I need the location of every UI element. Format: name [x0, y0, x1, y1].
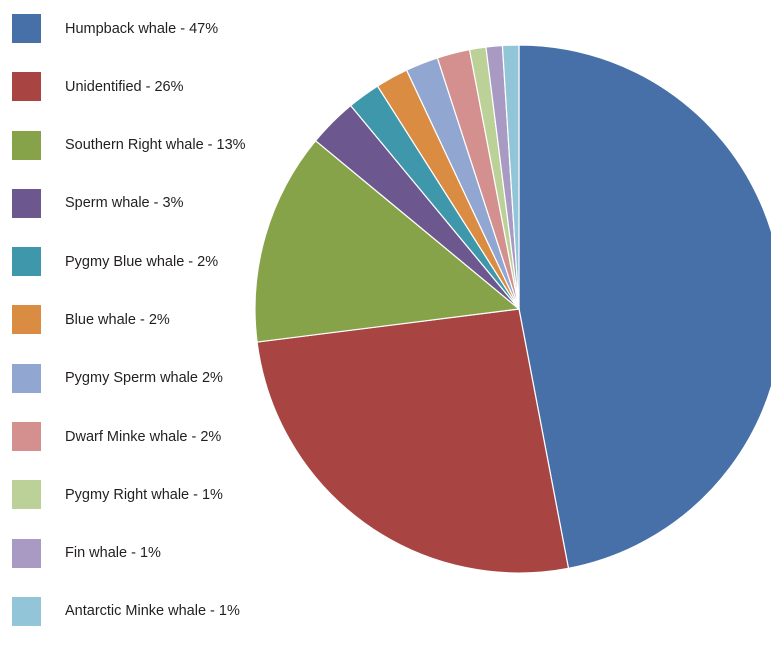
legend-label: Antarctic Minke whale - 1%	[65, 603, 240, 620]
legend-swatch	[12, 363, 41, 393]
legend-swatch	[12, 72, 41, 102]
legend-item: Dwarf Minke whale - 2%	[12, 422, 246, 452]
legend-label: Dwarf Minke whale - 2%	[65, 428, 222, 445]
legend-swatch	[12, 305, 41, 335]
legend-label: Pygmy Blue whale - 2%	[65, 253, 219, 270]
legend-item: Humpback whale - 47%	[12, 14, 246, 43]
pie-slice	[501, 44, 520, 310]
legend-swatch	[12, 188, 41, 218]
pie-plot	[254, 44, 771, 574]
legend-item: Southern Right whale - 13%	[12, 130, 246, 160]
legend-item: Pygmy Right whale - 1%	[12, 480, 246, 510]
legend-label: Sperm whale - 3%	[65, 195, 184, 212]
legend-swatch	[12, 14, 41, 43]
legend-label: Fin whale - 1%	[65, 545, 161, 562]
legend-item: Antarctic Minke whale - 1%	[12, 596, 246, 626]
legend-label: Southern Right whale - 13%	[65, 137, 246, 154]
pie-slice	[254, 140, 520, 343]
legend-item: Unidentified - 26%	[12, 72, 246, 102]
legend-swatch	[12, 247, 41, 277]
legend-item: Fin whale - 1%	[12, 538, 246, 568]
pie-slice	[518, 44, 771, 569]
legend-swatch	[12, 538, 41, 568]
legend-label: Humpback whale - 47%	[65, 20, 219, 37]
legend-swatch	[12, 422, 41, 452]
pie-chart: Humpback whale - 47% Unidentified - 26% So…	[12, 14, 771, 626]
legend-item: Sperm whale - 3%	[12, 188, 246, 218]
legend: Humpback whale - 47% Unidentified - 26% So…	[12, 14, 246, 655]
legend-item: Blue whale - 2%	[12, 305, 246, 335]
legend-label: Unidentified - 26%	[65, 78, 184, 95]
pie-slice	[256, 308, 570, 574]
legend-swatch	[12, 596, 41, 626]
legend-label: Pygmy Right whale - 1%	[65, 486, 223, 503]
legend-label: Pygmy Sperm whale 2%	[65, 370, 223, 387]
legend-label: Blue whale - 2%	[65, 311, 170, 328]
legend-item: Pygmy Sperm whale 2%	[12, 363, 246, 393]
legend-item: Pygmy Blue whale - 2%	[12, 247, 246, 277]
legend-swatch	[12, 130, 41, 160]
legend-swatch	[12, 480, 41, 510]
